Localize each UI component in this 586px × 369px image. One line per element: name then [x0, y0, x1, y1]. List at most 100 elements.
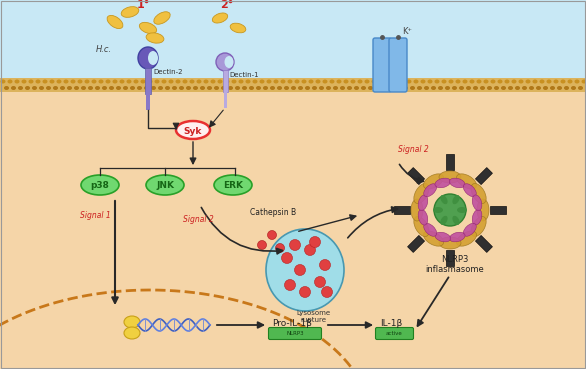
Ellipse shape	[424, 184, 437, 197]
Ellipse shape	[105, 79, 111, 83]
Ellipse shape	[36, 79, 40, 83]
Ellipse shape	[134, 79, 138, 83]
Ellipse shape	[216, 53, 234, 71]
Ellipse shape	[270, 86, 275, 90]
Ellipse shape	[11, 86, 16, 90]
Ellipse shape	[165, 86, 170, 90]
Ellipse shape	[277, 86, 282, 90]
Ellipse shape	[49, 79, 54, 83]
Ellipse shape	[462, 79, 468, 83]
Ellipse shape	[364, 79, 370, 83]
Ellipse shape	[193, 86, 198, 90]
Ellipse shape	[281, 79, 285, 83]
Ellipse shape	[212, 13, 228, 23]
Ellipse shape	[29, 79, 33, 83]
Ellipse shape	[22, 79, 26, 83]
Ellipse shape	[455, 79, 461, 83]
FancyBboxPatch shape	[376, 328, 414, 339]
Circle shape	[267, 231, 277, 239]
Ellipse shape	[70, 79, 76, 83]
Ellipse shape	[431, 86, 436, 90]
Text: ERK: ERK	[223, 182, 243, 190]
Ellipse shape	[487, 86, 492, 90]
Ellipse shape	[564, 86, 569, 90]
Ellipse shape	[172, 86, 177, 90]
Circle shape	[275, 244, 284, 252]
Ellipse shape	[574, 79, 580, 83]
Ellipse shape	[501, 86, 506, 90]
Ellipse shape	[434, 79, 440, 83]
Ellipse shape	[224, 56, 233, 68]
Ellipse shape	[567, 79, 573, 83]
Ellipse shape	[452, 195, 459, 204]
Ellipse shape	[63, 79, 69, 83]
Text: 1°: 1°	[137, 0, 151, 10]
Ellipse shape	[148, 79, 152, 83]
Ellipse shape	[508, 86, 513, 90]
Ellipse shape	[18, 86, 23, 90]
Ellipse shape	[288, 79, 292, 83]
Ellipse shape	[144, 86, 149, 90]
Circle shape	[295, 265, 305, 276]
Ellipse shape	[512, 79, 516, 83]
Text: Cathepsin B: Cathepsin B	[250, 208, 296, 217]
Ellipse shape	[74, 86, 79, 90]
Ellipse shape	[263, 86, 268, 90]
Ellipse shape	[459, 86, 464, 90]
Circle shape	[309, 237, 321, 248]
Text: Signal 2: Signal 2	[183, 215, 214, 224]
Ellipse shape	[182, 79, 188, 83]
Ellipse shape	[469, 79, 475, 83]
Ellipse shape	[473, 86, 478, 90]
Ellipse shape	[550, 86, 555, 90]
Ellipse shape	[456, 231, 476, 246]
Ellipse shape	[439, 237, 461, 249]
Ellipse shape	[424, 223, 437, 236]
Text: active: active	[386, 331, 403, 336]
Ellipse shape	[230, 23, 246, 33]
Bar	[446, 154, 454, 170]
Ellipse shape	[291, 86, 296, 90]
Ellipse shape	[326, 86, 331, 90]
Ellipse shape	[154, 12, 170, 24]
Ellipse shape	[249, 86, 254, 90]
Text: Signal 2: Signal 2	[398, 145, 429, 154]
Ellipse shape	[124, 327, 140, 339]
Ellipse shape	[439, 171, 461, 183]
Ellipse shape	[123, 86, 128, 90]
Ellipse shape	[315, 79, 321, 83]
Ellipse shape	[253, 79, 257, 83]
Ellipse shape	[189, 79, 195, 83]
Ellipse shape	[196, 79, 202, 83]
Ellipse shape	[305, 86, 310, 90]
Ellipse shape	[336, 79, 342, 83]
Ellipse shape	[471, 217, 486, 237]
Ellipse shape	[224, 79, 230, 83]
Ellipse shape	[107, 15, 123, 28]
Text: Dectin-2: Dectin-2	[153, 69, 182, 75]
Circle shape	[315, 276, 325, 287]
Circle shape	[434, 194, 466, 226]
Bar	[475, 235, 492, 252]
Ellipse shape	[452, 216, 459, 225]
Ellipse shape	[267, 79, 271, 83]
Ellipse shape	[494, 86, 499, 90]
Ellipse shape	[519, 79, 523, 83]
Ellipse shape	[389, 86, 394, 90]
Ellipse shape	[448, 79, 454, 83]
Bar	[0, 78, 586, 369]
Ellipse shape	[466, 86, 471, 90]
Ellipse shape	[295, 79, 299, 83]
Ellipse shape	[477, 199, 489, 221]
Ellipse shape	[186, 86, 191, 90]
Ellipse shape	[421, 79, 425, 83]
Ellipse shape	[203, 79, 209, 83]
Ellipse shape	[471, 183, 486, 203]
Ellipse shape	[130, 86, 135, 90]
Ellipse shape	[77, 79, 83, 83]
Ellipse shape	[322, 79, 328, 83]
Ellipse shape	[319, 86, 324, 90]
Ellipse shape	[449, 232, 465, 242]
Ellipse shape	[441, 216, 448, 225]
Ellipse shape	[141, 79, 145, 83]
